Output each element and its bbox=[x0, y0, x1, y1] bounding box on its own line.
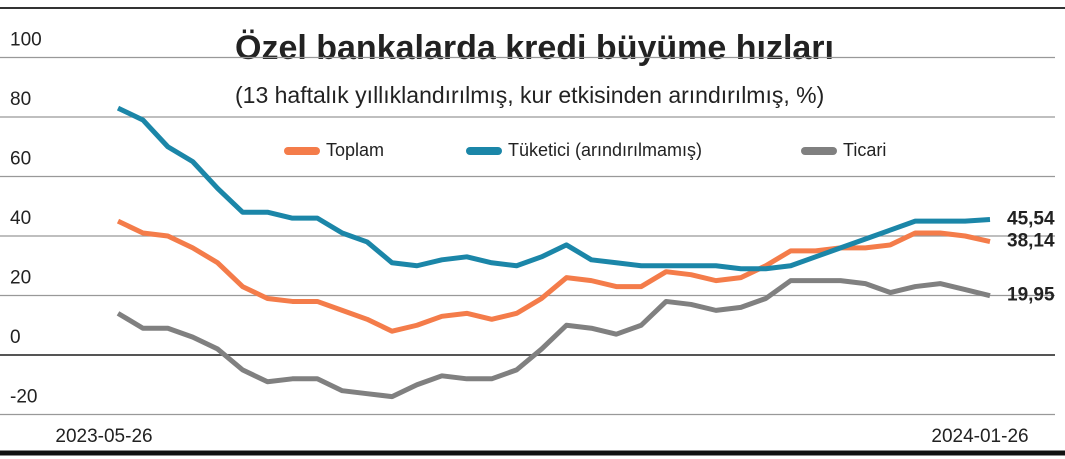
y-tick-label: -20 bbox=[10, 387, 37, 408]
y-tick-label: 60 bbox=[10, 149, 31, 170]
series-line bbox=[116, 105, 991, 272]
value-label: 19,95 bbox=[1007, 285, 1055, 306]
x-tick-label: 2024-01-26 bbox=[931, 426, 1028, 447]
chart-title: Özel bankalarda kredi büyüme hızları bbox=[235, 29, 834, 67]
y-tick-label: 100 bbox=[10, 30, 42, 51]
legend-label: Ticari bbox=[843, 140, 886, 160]
value-label: 38,14 bbox=[1007, 231, 1055, 252]
x-tick-label: 2023-05-26 bbox=[55, 426, 152, 447]
value-label: 45,54 bbox=[1007, 209, 1055, 230]
chart-subtitle: (13 haftalık yıllıklandırılmış, kur etki… bbox=[235, 82, 824, 108]
y-tick-label: 0 bbox=[10, 327, 21, 348]
series-line bbox=[116, 278, 991, 400]
legend-label: Toplam bbox=[326, 140, 384, 160]
y-tick-label: 80 bbox=[10, 89, 31, 110]
legend-label: Tüketici (arındırılmamış) bbox=[508, 140, 702, 160]
y-tick-label: 20 bbox=[10, 268, 31, 289]
y-tick-label: 40 bbox=[10, 208, 31, 229]
series-line bbox=[116, 218, 991, 334]
